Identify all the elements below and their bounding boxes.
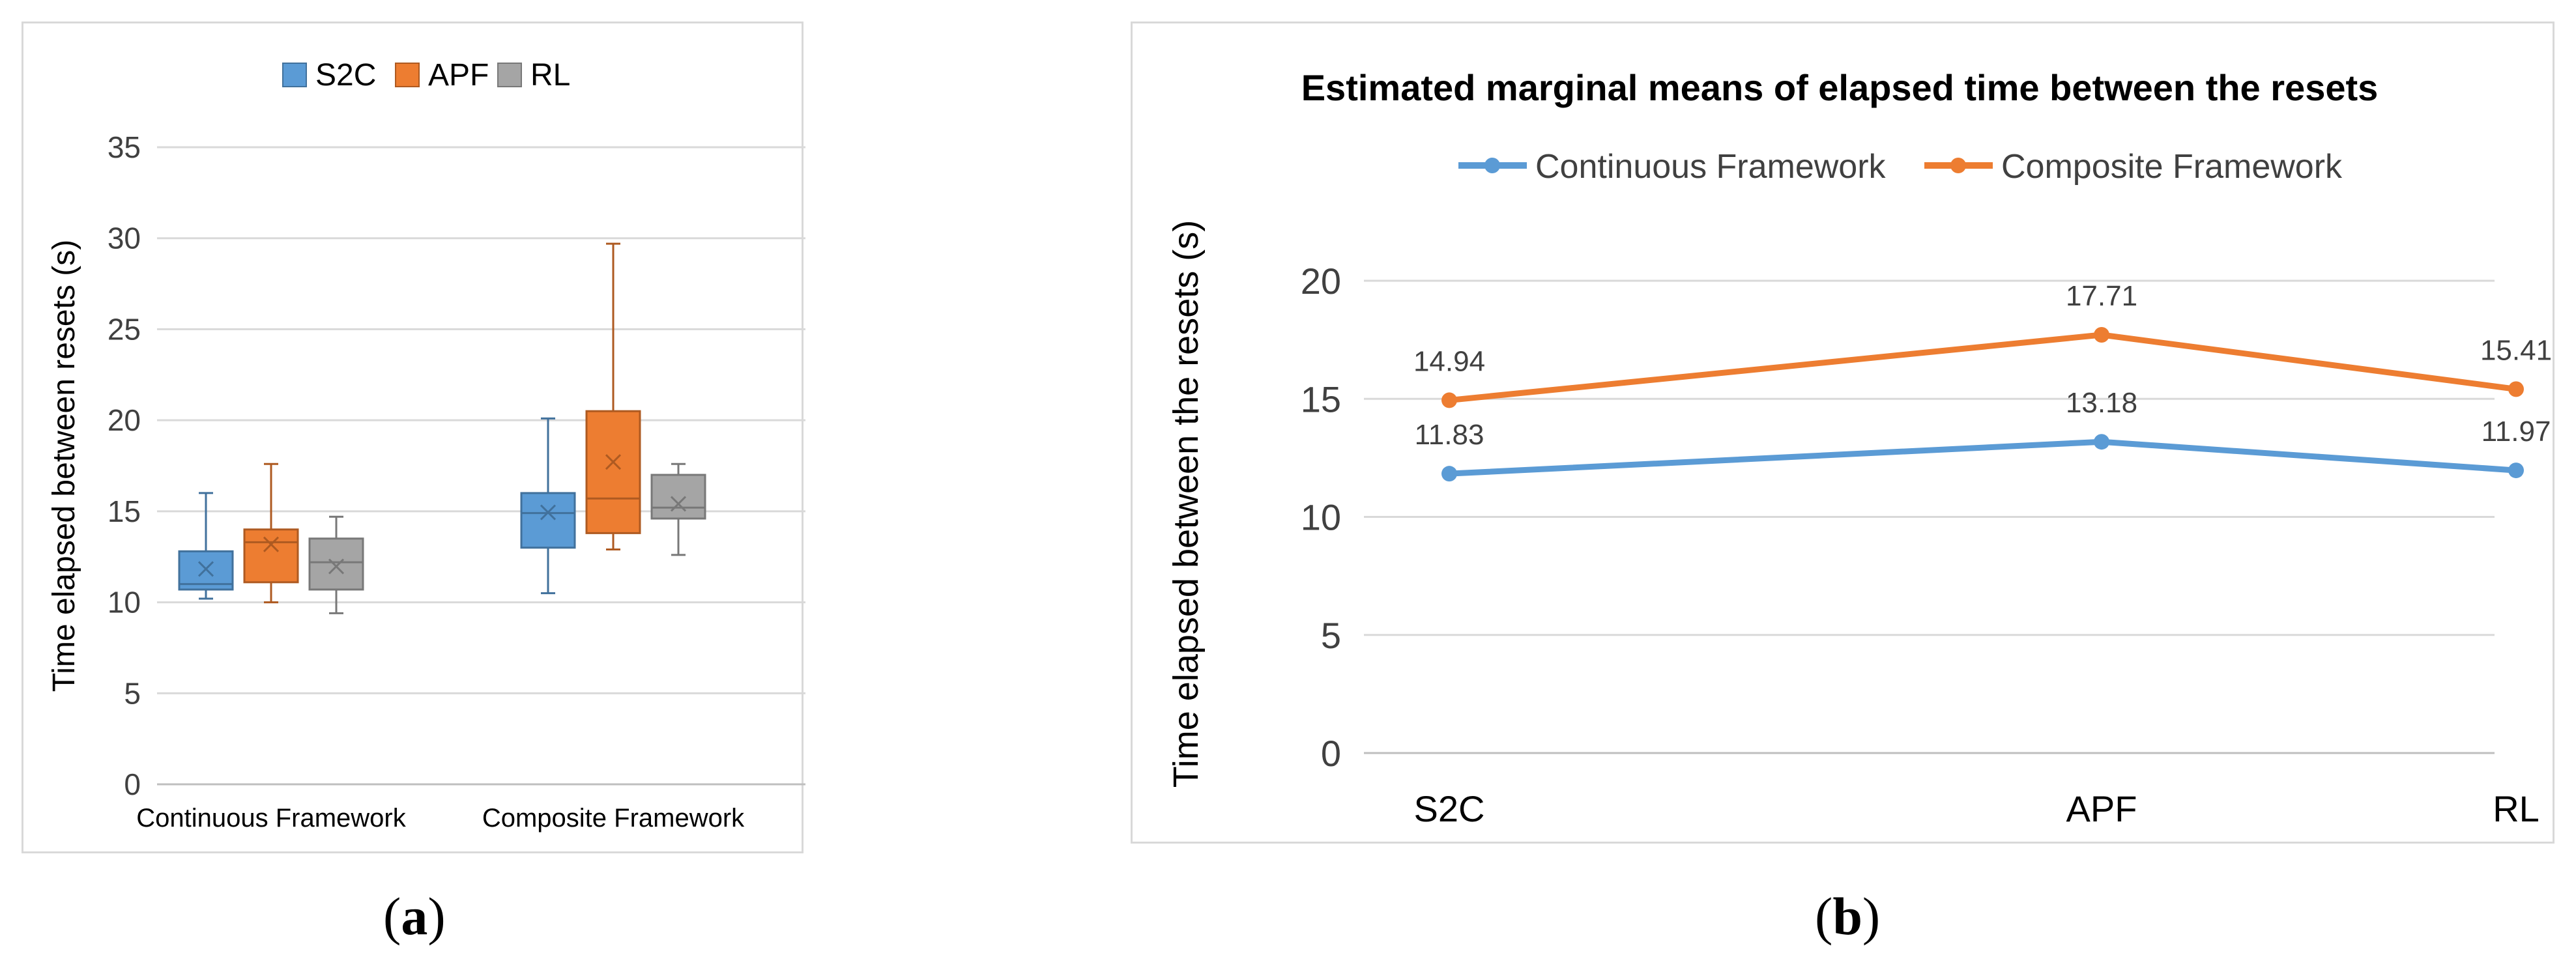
box [585, 410, 641, 534]
caption-a: (a) [383, 887, 446, 946]
x-category-label: RL [2493, 788, 2540, 829]
data-label: 13.18 [2066, 387, 2137, 419]
y-tick-label: 30 [108, 221, 141, 255]
legend-label: S2C [315, 58, 376, 93]
mean-marker [540, 504, 557, 520]
series-line [1449, 438, 2517, 477]
mean-marker [670, 496, 687, 512]
box [308, 537, 364, 591]
y-tick-label: 25 [108, 312, 141, 346]
box [243, 528, 299, 584]
data-label: 11.83 [1415, 419, 1484, 451]
mean-marker [197, 561, 214, 577]
box [520, 492, 576, 549]
x-category-label: Composite Framework [482, 804, 745, 833]
chart-title: Estimated marginal means of elapsed time… [1301, 67, 2379, 108]
data-point [2508, 381, 2524, 397]
y-tick-label: 15 [108, 494, 141, 528]
y-tick-label: 0 [124, 767, 141, 801]
data-point [1441, 392, 1457, 408]
y-tick-label: 0 [1321, 733, 1341, 774]
y-tick-label: 5 [124, 676, 141, 710]
y-tick-label: 20 [108, 403, 141, 437]
y-tick-label: 35 [108, 130, 141, 164]
legend-label: Composite Framework [2001, 148, 2343, 186]
y-tick-label: 20 [1301, 261, 1341, 302]
line-chart: 0 5 10 15 20 Estimated marginal means of elap… [1166, 67, 2552, 829]
legend-label: RL [530, 58, 570, 93]
legend-label: APF [428, 58, 489, 93]
legend-marker [1950, 158, 1966, 173]
data-point [2094, 434, 2109, 450]
y-tick-label: 5 [1321, 615, 1341, 656]
y-tick-label: 15 [1301, 378, 1341, 420]
legend-swatch [497, 63, 522, 87]
caption-b: (b) [1815, 887, 1881, 946]
data-label: 11.97 [2482, 416, 2551, 448]
x-category-label: S2C [1414, 788, 1485, 829]
box [650, 474, 706, 520]
chart-panel-a: 0 5 10 15 20 25 30 35 Time elapsed between reset… [22, 21, 805, 853]
y-axis-label: Time elapsed between resets (s) [47, 240, 81, 692]
legend-swatch [395, 63, 420, 87]
boxplot-chart: 0 5 10 15 20 25 30 35 Time elapsed between reset… [47, 58, 805, 833]
mean-marker [328, 558, 345, 575]
mean-marker [263, 536, 280, 552]
data-point [1441, 466, 1457, 482]
chart-panel-b: 0 5 10 15 20 Estimated marginal means of elap… [1131, 21, 2554, 844]
data-label: 17.71 [2066, 280, 2137, 312]
y-axis-label: Time elapsed between the resets (s) [1166, 220, 1206, 788]
x-category-label: Continuous Framework [136, 804, 406, 833]
y-tick-label: 10 [108, 586, 141, 619]
legend-swatch [282, 63, 307, 87]
series-line [1449, 332, 2517, 403]
legend-label: Continuous Framework [1535, 148, 1887, 186]
data-label: 14.94 [1413, 345, 1485, 377]
data-point [2508, 463, 2524, 479]
mean-marker [605, 454, 622, 470]
data-point [2094, 327, 2109, 343]
y-tick-label: 10 [1301, 497, 1341, 538]
x-category-label: APF [2066, 788, 2137, 829]
legend-marker [1484, 158, 1500, 173]
data-label: 15.41 [2480, 334, 2552, 366]
